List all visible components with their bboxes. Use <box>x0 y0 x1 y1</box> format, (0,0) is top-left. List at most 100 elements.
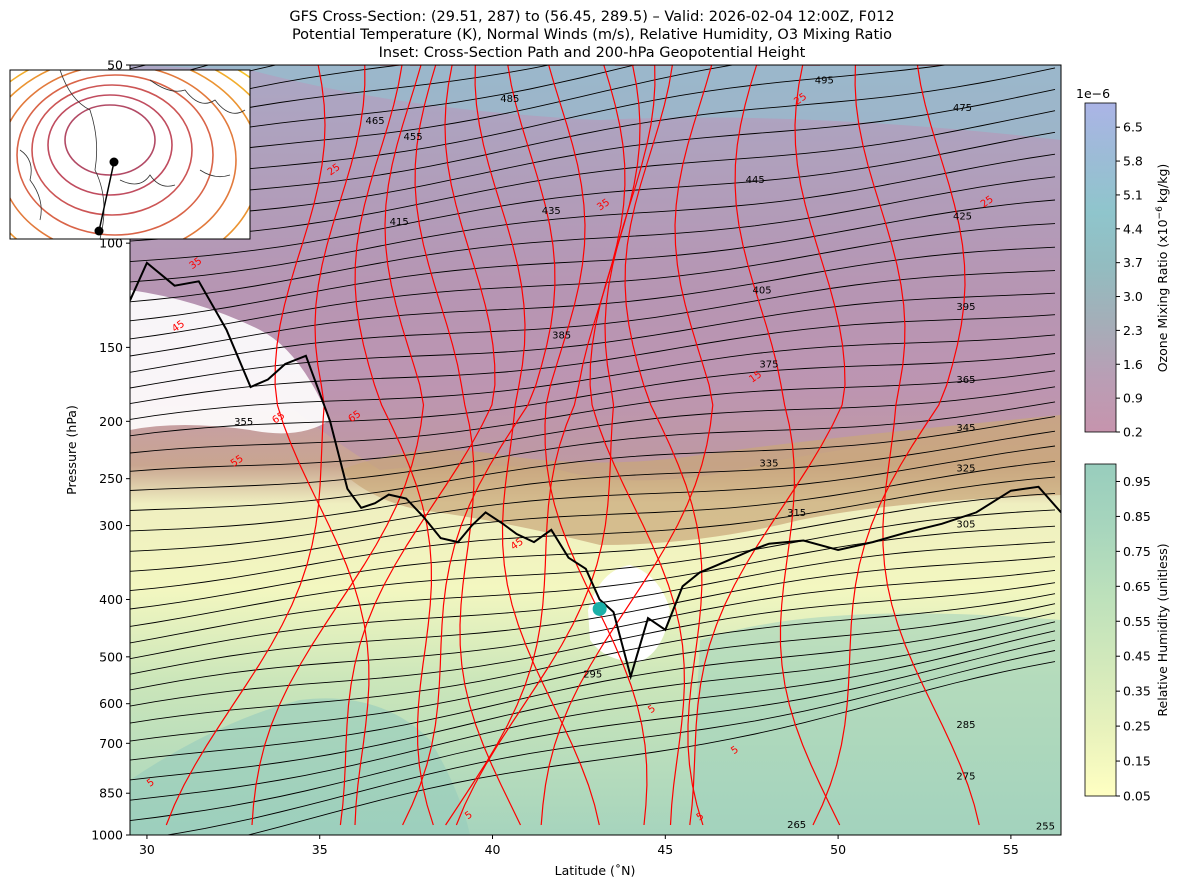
isentrope-line <box>130 110 1056 243</box>
isentrope-line <box>130 430 1056 532</box>
x-tick-label: 50 <box>830 842 846 857</box>
rh-colorbar: 0.05 0.15 0.25 0.35 0.45 0.55 0.65 0.75 0.85 0.95… <box>1084 463 1170 804</box>
x-tick-label: 40 <box>485 842 501 857</box>
isentrope-line <box>130 460 1056 572</box>
colorbar-tick-label: 0.65 <box>1123 579 1151 594</box>
isentrope-line <box>130 223 1056 340</box>
wind-label: 5 <box>695 811 707 824</box>
x-axis-ticks: 30 35 40 45 50 55 <box>139 835 1019 857</box>
theta-label: 475 <box>953 103 972 114</box>
wind-contour-line <box>624 65 704 826</box>
colorbar-tick-label: 0.95 <box>1123 474 1151 489</box>
y-tick-label: 300 <box>99 518 123 533</box>
y-tick-label: 850 <box>99 786 123 801</box>
theta-label: 355 <box>234 417 253 428</box>
wind-contour-line <box>689 65 846 826</box>
theta-label: 385 <box>552 331 571 342</box>
theta-label: 495 <box>815 75 834 86</box>
x-axis-label: Latitude (˚N) <box>555 863 636 878</box>
wind-contour-line <box>274 65 370 826</box>
wind-contour-line <box>402 65 556 826</box>
theta-label: 255 <box>1036 821 1055 832</box>
isentrope-line <box>164 650 1056 835</box>
y-tick-label: 500 <box>99 649 123 664</box>
isentrope-line <box>130 386 1056 477</box>
x-tick-label: 35 <box>312 842 328 857</box>
theta-label: 365 <box>956 375 975 386</box>
wind-contour-line <box>445 65 626 826</box>
isentrope-line <box>130 401 1056 495</box>
isentrope-line <box>130 65 278 103</box>
isentrope-line <box>130 65 404 118</box>
y-tick-label: 600 <box>99 696 123 711</box>
isentrope-line <box>130 630 1056 801</box>
isentrope-line <box>130 621 1056 783</box>
theta-label: 405 <box>753 286 772 297</box>
inset-content <box>10 70 250 239</box>
rh-colorbar-label: Relative Humidity (unitless) <box>1155 543 1170 716</box>
ozone-colorbar-label: Ozone Mixing Ratio (x10−6kg/kg) <box>1155 164 1170 373</box>
isentrope-line <box>130 88 1056 225</box>
isentrope-line <box>130 314 1056 405</box>
theta-label: 335 <box>759 458 778 469</box>
y-tick-label: 700 <box>99 736 123 751</box>
isentrope-line <box>130 65 552 135</box>
theta-label: 285 <box>956 720 975 731</box>
wind-contour-line <box>474 65 600 826</box>
x-tick-label: 45 <box>657 842 673 857</box>
dry-pocket-mid <box>588 565 670 662</box>
isentrope-line <box>130 65 637 153</box>
isentrope-line <box>130 153 1056 283</box>
ozone-multiplier: 1e−6 <box>1076 86 1110 101</box>
isentrope-line <box>130 353 1056 441</box>
colorbar-tick-label: 0.2 <box>1123 425 1143 440</box>
theta-label: 455 <box>403 132 422 143</box>
theta-label: 415 <box>390 217 409 228</box>
inset-path-start <box>94 226 104 236</box>
y-tick-label: 50 <box>107 58 123 73</box>
theta-label: 465 <box>365 116 384 127</box>
x-tick-label: 30 <box>139 842 155 857</box>
wind-contour-line <box>165 65 366 826</box>
isentrope-line <box>130 67 1056 207</box>
isentrope-lines <box>130 65 1056 835</box>
colorbar-tick-label: 2.3 <box>1123 323 1143 338</box>
colorbar-tick-label: 0.75 <box>1123 544 1151 559</box>
theta-label: 305 <box>956 519 975 530</box>
title-line-2: Potential Temperature (K), Normal Winds … <box>292 27 892 43</box>
theta-label: 485 <box>500 94 519 105</box>
isentrope-line <box>130 65 736 171</box>
theta-label: 275 <box>956 772 975 783</box>
isentrope-line <box>130 492 1056 610</box>
wind-contour-line <box>339 65 496 826</box>
wind-label: 5 <box>145 777 157 790</box>
isentrope-line <box>130 65 949 189</box>
theta-label: 345 <box>956 423 975 434</box>
wind-contour-line <box>251 65 425 826</box>
isentrope-line <box>130 476 1056 592</box>
y-tick-label: 250 <box>99 471 123 486</box>
colorbar-tick-label: 0.25 <box>1123 719 1151 734</box>
wind-contour-line <box>734 65 841 826</box>
colorbar-tick-label: 5.1 <box>1123 187 1143 202</box>
colorbar-tick-label: 1.6 <box>1123 357 1143 372</box>
wind-contour-line <box>544 65 648 826</box>
theta-labels: 495 485 475 465 455 445 435 425 415 405 395 385 375 3… <box>234 75 1055 832</box>
ozone-colorbar-fill <box>1084 102 1117 433</box>
isentrope-line <box>130 246 1056 357</box>
theta-label: 395 <box>956 302 975 313</box>
theta-label: 375 <box>759 359 778 370</box>
inset-height-contours <box>10 70 250 239</box>
theta-label: 445 <box>746 175 765 186</box>
wind-contour-line <box>354 65 434 826</box>
colorbar-tick-label: 4.4 <box>1123 221 1143 236</box>
isentrope-line <box>130 525 1056 644</box>
wind-contour-line <box>854 65 980 826</box>
colorbar-tick-label: 0.9 <box>1123 391 1143 406</box>
theta-label: 295 <box>583 670 602 681</box>
wind-contour-line <box>414 65 522 826</box>
colorbar-tick-label: 0.45 <box>1123 649 1151 664</box>
theta-label: 435 <box>542 206 561 217</box>
wind-label: 5 <box>646 703 658 716</box>
colorbar-tick-label: 0.15 <box>1123 754 1151 769</box>
